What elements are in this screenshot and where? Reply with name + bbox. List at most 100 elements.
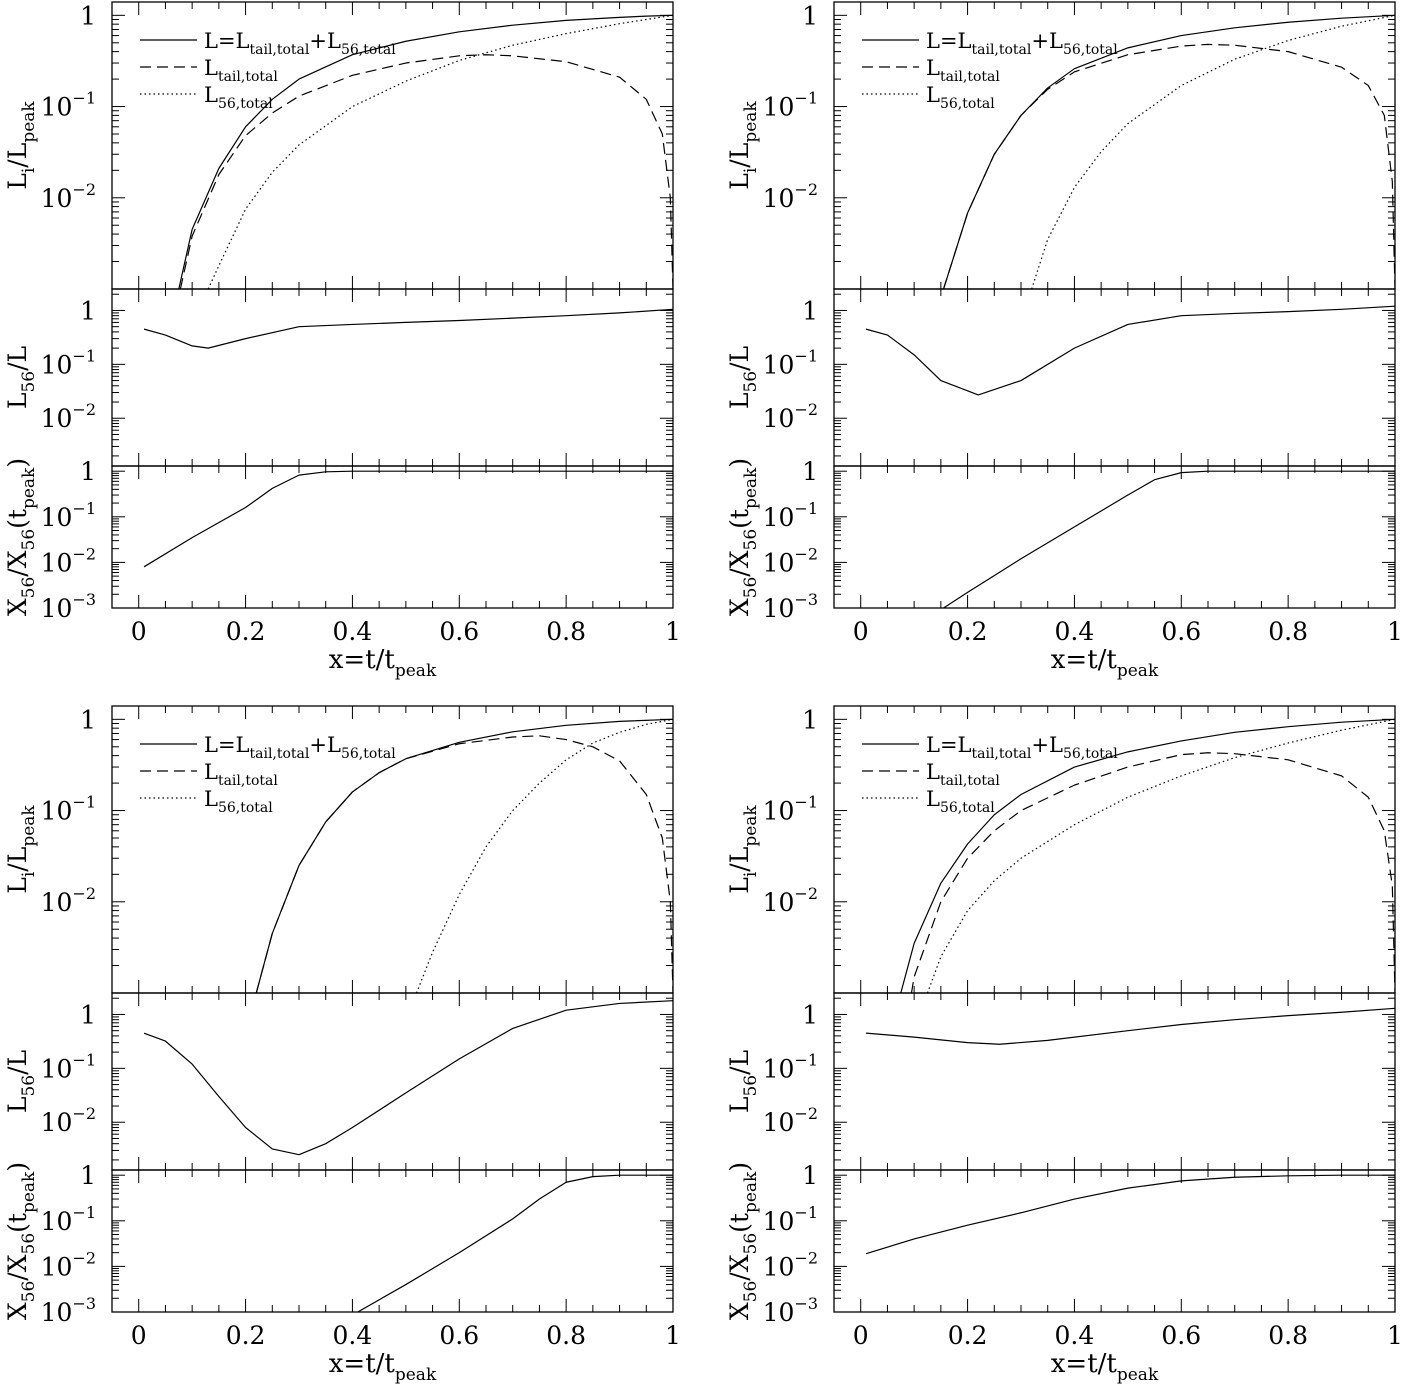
y-tick-base: 10	[763, 888, 795, 917]
legend-label: Ltail,total	[204, 56, 278, 85]
y-tick-base: 10	[41, 594, 73, 623]
subplot-top: 110−110−2Li/LpeakL=Ltail,total+L56,total…	[3, 705, 674, 994]
y-tick-base: 10	[763, 350, 795, 379]
y-tick-label: 10−2	[763, 884, 818, 917]
x-tick-label: 0.2	[948, 617, 988, 646]
legend-label-part: 56,total	[218, 96, 273, 112]
x-tick-label: 1	[1387, 1321, 1403, 1350]
y-axis-title: L56/L	[3, 1050, 39, 1113]
legend-label-part: tail,total	[218, 773, 278, 789]
legend-label-part: L=L	[204, 733, 250, 757]
x-tick-label: 0.4	[333, 1321, 373, 1350]
legend-label: L=Ltail,total+L56,total	[926, 733, 1118, 762]
legend-label-part: 56,total	[341, 42, 396, 58]
legend-label-part: L	[926, 760, 940, 784]
x-axis-title-part: peak	[1117, 1365, 1159, 1385]
y-tick-label: 10−1	[41, 1203, 96, 1236]
legend-label: L=Ltail,total+L56,total	[204, 29, 396, 58]
y-axis-title-part: /X	[725, 550, 754, 576]
y-tick-exponent: −1	[72, 89, 96, 108]
series-line-solid	[143, 1000, 673, 1156]
axes-frame	[111, 992, 674, 1171]
y-tick-label: 10−1	[763, 793, 818, 826]
y-axis-title-part: L	[725, 393, 754, 410]
y-tick-label: 10−1	[41, 346, 96, 379]
y-tick-base: 10	[41, 1207, 73, 1236]
y-axis-title: L56/L	[725, 1050, 761, 1113]
y-tick-base: 10	[763, 594, 795, 623]
y-axis-title-part: peak	[19, 1171, 39, 1213]
series-line-dashed	[255, 735, 673, 993]
y-axis-title-part: /X	[725, 1254, 754, 1280]
y-axis-title-part: L	[725, 1097, 754, 1114]
x-tick-label: 0.2	[226, 617, 266, 646]
x-axis-title-part: x=t/t	[1051, 645, 1118, 675]
y-tick-label: 10−2	[41, 544, 96, 577]
y-axis-title-part: 56	[741, 1075, 761, 1097]
y-tick-label: 10−2	[41, 1104, 96, 1137]
y-tick-exponent: −3	[72, 1294, 96, 1313]
legend-label-part: L=L	[926, 733, 972, 757]
y-tick-label: 10−2	[763, 400, 818, 433]
x-tick-label: 1	[665, 617, 681, 646]
y-tick-label: 1	[80, 1, 96, 30]
y-tick-label: 1	[80, 1000, 96, 1029]
legend-label-part: 56,total	[1063, 42, 1118, 58]
legend: L=Ltail,total+L56,totalLtail,totalL56,to…	[862, 29, 1118, 112]
x-tick-label: 1	[665, 1321, 681, 1350]
y-tick-label: 10−2	[41, 1248, 96, 1281]
y-axis-title: X56/X56(tpeak)	[3, 458, 39, 616]
y-tick-label: 1	[80, 457, 96, 486]
y-tick-exponent: −1	[794, 1050, 818, 1069]
y-tick-base: 10	[763, 1108, 795, 1137]
series-line-solid	[942, 14, 1395, 289]
y-tick-label: 10−2	[41, 884, 96, 917]
legend-label-part: L	[204, 83, 218, 107]
x-tick-label: 0.4	[1055, 617, 1095, 646]
y-axis-title-part: 56	[741, 529, 761, 551]
y-tick-exponent: −3	[72, 590, 96, 609]
x-axis-title: x=t/tpeak	[329, 645, 437, 681]
y-tick-label: 10−2	[763, 1104, 818, 1137]
y-tick-label: 10−2	[763, 180, 818, 213]
y-tick-base: 10	[41, 184, 73, 213]
y-tick-label: 1	[802, 1, 818, 30]
series-line-dotted	[1031, 14, 1395, 289]
y-tick-base: 10	[41, 503, 73, 532]
y-tick-label: 10−2	[763, 544, 818, 577]
series-line-dashed	[179, 54, 673, 289]
axes-frame	[111, 288, 674, 467]
y-axis-title-part: peak	[19, 467, 39, 509]
legend-label-part: 56,total	[1063, 746, 1118, 762]
y-axis-title-part: i	[19, 871, 39, 877]
y-tick-label: 1	[80, 1161, 96, 1190]
y-tick-exponent: −1	[794, 1203, 818, 1222]
y-tick-label: 1	[802, 457, 818, 486]
x-axis-title: x=t/tpeak	[1051, 645, 1159, 681]
y-tick-label: 10−1	[41, 793, 96, 826]
y-axis-title-part: /L	[725, 143, 754, 168]
x-tick-label: 0.4	[1055, 1321, 1095, 1350]
series-line-solid	[865, 305, 1395, 396]
axes-frame	[833, 465, 1396, 609]
y-axis-title: L56/L	[725, 346, 761, 409]
y-axis-title-part: peak	[741, 805, 761, 847]
y-tick-label: 10−3	[763, 590, 818, 623]
y-tick-exponent: −3	[794, 1294, 818, 1313]
x-axis-title-part: peak	[395, 1365, 437, 1385]
y-axis-title-part: )	[3, 458, 32, 468]
legend-label-part: L	[204, 56, 218, 80]
y-tick-label: 1	[80, 296, 96, 325]
y-tick-exponent: −1	[72, 499, 96, 518]
x-tick-label: 0.8	[546, 617, 586, 646]
y-tick-exponent: −2	[72, 400, 96, 419]
axes-frame	[111, 465, 674, 609]
y-axis-title-part: 56	[741, 1233, 761, 1255]
y-axis-title-part: /L	[3, 143, 32, 168]
y-tick-base: 10	[41, 548, 73, 577]
y-axis-title-part: 56	[19, 371, 39, 393]
series-line-dotted	[207, 14, 673, 289]
y-axis-title-part: (t	[725, 1213, 754, 1233]
